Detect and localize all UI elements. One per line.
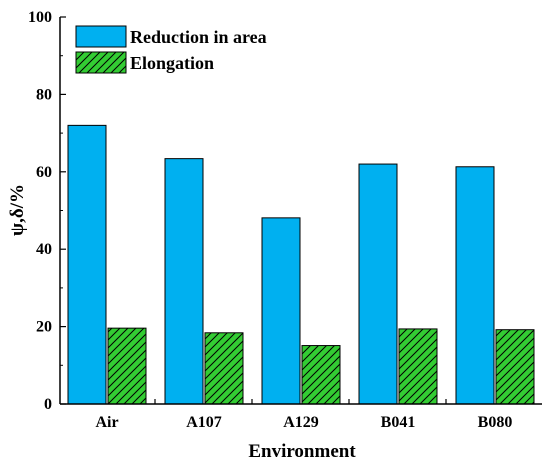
bar-reduction-in-area-a107 — [164, 158, 204, 405]
bar-reduction-in-area-b041 — [358, 163, 398, 405]
y-tick-label: 100 — [28, 9, 52, 26]
x-tick-label-b080: B080 — [478, 414, 513, 431]
y-tick-label: 0 — [44, 396, 52, 413]
x-tick-label-a107: A107 — [186, 414, 222, 431]
legend-label-reduction-in-area: Reduction in area — [130, 27, 267, 47]
y-tick-label: 80 — [36, 86, 52, 103]
labels-layer: 0 20 40 60 80 100 Air A107 A129 B041 B080 Environme… — [7, 9, 512, 462]
y-axis-title: ψ,δ/% — [7, 184, 28, 236]
legend-label-elongation: Elongation — [130, 53, 214, 73]
x-tick-label-a129: A129 — [283, 414, 319, 431]
x-tick-label-air: Air — [95, 414, 118, 431]
legend-swatch-reduction-in-area — [75, 25, 127, 48]
axes-layer — [59, 16, 542, 405]
y-tick-label: 40 — [36, 241, 52, 258]
bar-elongation-a107 — [204, 332, 244, 405]
bar-elongation-a129 — [301, 345, 341, 405]
bar-elongation-air — [107, 327, 147, 405]
y-tick-label: 60 — [36, 164, 52, 181]
legend-swatch-elongation — [75, 51, 127, 74]
bars-layer — [67, 124, 535, 405]
bar-reduction-in-area-a129 — [261, 217, 301, 405]
y-tick-label: 20 — [36, 319, 52, 336]
x-axis-title: Environment — [248, 441, 356, 462]
bar-elongation-b080 — [495, 329, 535, 405]
bar-reduction-in-area-air — [67, 124, 107, 405]
bar-reduction-in-area-b080 — [455, 166, 495, 405]
bar-elongation-b041 — [398, 328, 438, 405]
x-tick-label-b041: B041 — [381, 414, 416, 431]
legend: Reduction in area Elongation — [75, 25, 267, 74]
